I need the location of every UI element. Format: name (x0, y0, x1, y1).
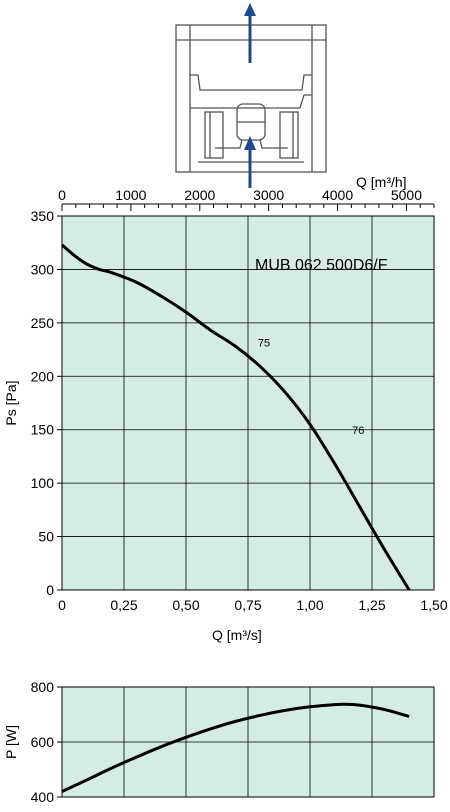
x-tick-label: 1,25 (358, 597, 385, 613)
power-y-axis-title: P [W] (3, 725, 19, 759)
unit-housing (175, 24, 327, 173)
fan-unit-diagram (175, 3, 327, 188)
top-axis-tick-label: 1000 (115, 187, 146, 203)
y-tick-label: 200 (31, 368, 55, 384)
y-tick-label: 300 (31, 261, 55, 277)
left-axis-ticks: 0 50 100 150 200 250 300 350 (31, 208, 62, 598)
top-axis-tick-label: 5000 (391, 187, 422, 203)
y-tick-label: 350 (31, 208, 55, 224)
y-tick-label: 0 (46, 582, 54, 598)
x-tick-label: 0,25 (110, 597, 137, 613)
y-tick-label: 150 (31, 422, 55, 438)
x-tick-label: 0,75 (234, 597, 261, 613)
power-y-tick-label: 800 (31, 679, 55, 695)
y-tick-label: 250 (31, 315, 55, 331)
top-axis-tick-label: 4000 (322, 187, 353, 203)
pressure-grid (61, 215, 435, 591)
pressure-curve (61, 243, 411, 591)
power-curve (61, 702, 410, 793)
top-axis-title: Q [m³/h] (356, 174, 407, 190)
annotation-76: 76 (352, 425, 364, 437)
bottom-axis-ticks: 0 0,25 0,50 0,75 1,00 1,25 1,50 (58, 597, 448, 613)
top-axis-tick-label: 3000 (253, 187, 284, 203)
power-left-axis-ticks: 400 600 800 (31, 679, 62, 805)
power-y-tick-label: 400 (31, 789, 55, 805)
x-tick-label: 0,50 (172, 597, 199, 613)
airflow-in-arrow-icon (244, 136, 256, 188)
airflow-up-arrow-icon (244, 3, 256, 63)
pressure-chart: 0 1000 2000 3000 4000 5000 0 0,25 0,50 0,75 1,00 1… (3, 174, 448, 643)
x-axis-title: Q [m³/s] (212, 627, 262, 643)
x-tick-label: 1,50 (420, 597, 447, 613)
power-grid (61, 686, 435, 798)
top-axis-tick-label: 2000 (184, 187, 215, 203)
annotation-75: 75 (258, 337, 270, 349)
y-axis-title: Ps [Pa] (3, 380, 19, 425)
y-tick-label: 100 (31, 475, 55, 491)
top-axis-ticks: 0 1000 2000 3000 4000 5000 (58, 187, 435, 211)
power-y-tick-label: 600 (31, 734, 55, 750)
model-label: MUB 062 500D6/F (255, 257, 388, 274)
top-axis-tick-label: 0 (58, 187, 66, 203)
y-tick-label: 50 (38, 529, 54, 545)
x-tick-label: 0 (58, 597, 66, 613)
x-tick-label: 1,00 (296, 597, 323, 613)
